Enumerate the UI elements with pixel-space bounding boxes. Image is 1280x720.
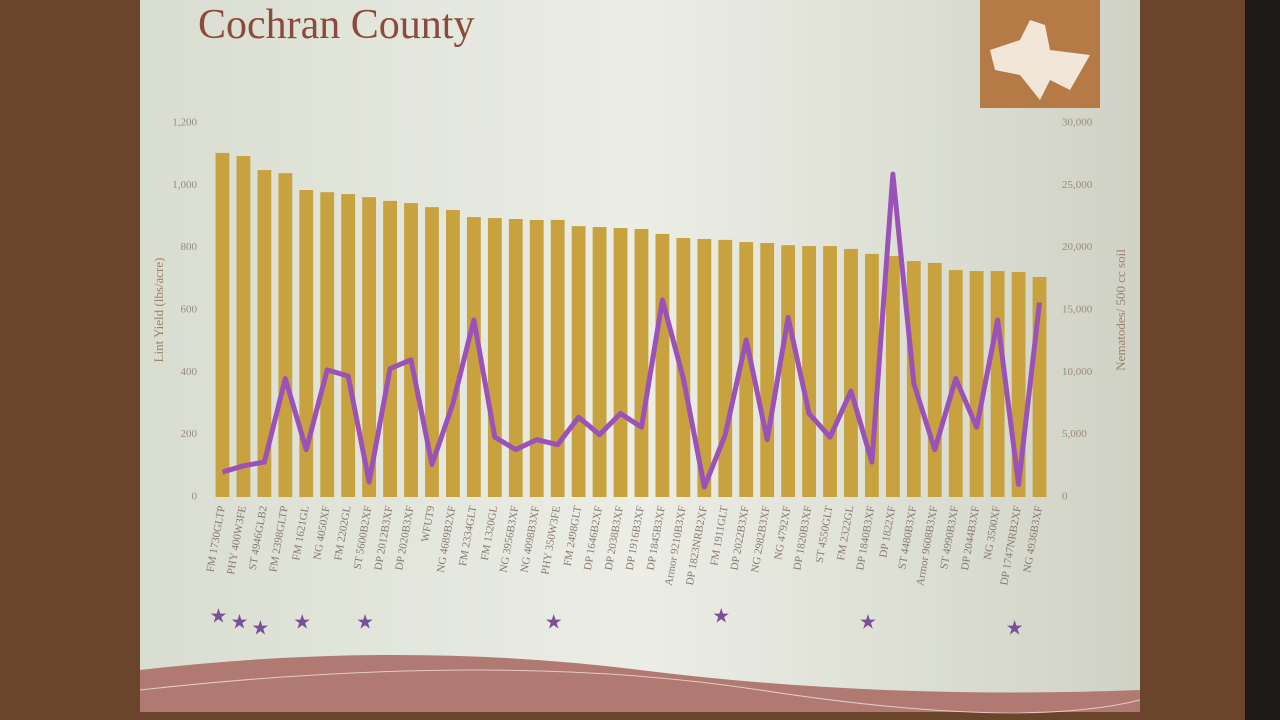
star-marker: ★: [293, 612, 311, 634]
star-marker: ★: [712, 606, 730, 628]
y2-tick-label: 5,000: [1062, 428, 1087, 440]
bar: [927, 262, 942, 497]
bar: [634, 228, 649, 497]
bar: [760, 242, 775, 497]
bar: [969, 271, 984, 497]
slide-wave: [140, 655, 1140, 712]
bar: [697, 238, 712, 497]
star-marker: ★: [230, 612, 248, 634]
star-marker: ★: [545, 612, 563, 634]
bar: [257, 170, 272, 498]
bar: [425, 207, 439, 497]
y-axis-title: Lint Yield (lbs/acre): [151, 258, 166, 363]
y2-axis-title: Nematodes/ 500 cc soil: [1113, 249, 1128, 371]
y2-tick-label: 0: [1062, 491, 1068, 503]
bar: [655, 233, 670, 497]
y2-tick-label: 25,000: [1062, 179, 1093, 191]
bar: [236, 156, 251, 497]
bar: [446, 209, 460, 497]
bar: [718, 239, 733, 497]
bar: [613, 228, 628, 497]
bar: [466, 217, 481, 497]
y-tick-label: 0: [192, 491, 198, 503]
line: [221, 171, 1043, 490]
bar: [823, 246, 837, 497]
y2-tick-label: 10,000: [1062, 366, 1093, 378]
bar: [508, 218, 523, 497]
wave-line: [139, 669, 1141, 714]
logo-texas: [990, 20, 1090, 100]
bar: [550, 219, 565, 497]
bar: [362, 197, 377, 497]
bar: [383, 200, 397, 497]
bar: [885, 256, 900, 497]
y-tick-label: 1,000: [172, 179, 197, 191]
star-marker: ★: [859, 612, 877, 634]
y-tick-label: 1,200: [172, 117, 197, 129]
bar: [487, 218, 502, 497]
bar: [529, 219, 544, 497]
y-tick-label: 600: [181, 304, 198, 316]
bar: [739, 242, 754, 497]
y2-tick-label: 30,000: [1062, 117, 1093, 129]
bar: [299, 190, 314, 497]
dark-edge: [1245, 0, 1280, 720]
bar: [278, 173, 293, 497]
bar: [341, 194, 356, 497]
y2-tick-label: 20,000: [1062, 241, 1093, 253]
bar: [676, 238, 691, 497]
bar: [592, 227, 607, 497]
bar: [990, 271, 1005, 497]
star-marker: ★: [356, 612, 374, 634]
y-tick-label: 200: [181, 428, 198, 440]
y2-tick-label: 15,000: [1062, 304, 1093, 316]
bar: [320, 192, 335, 497]
bar: [215, 152, 230, 498]
y-tick-label: 800: [181, 241, 198, 253]
y-tick-label: 400: [181, 366, 198, 378]
chart-title: Cochran County: [198, 2, 474, 48]
bar: [844, 248, 858, 497]
bar: [781, 245, 796, 497]
bar: [802, 246, 816, 497]
star-marker: ★: [210, 606, 228, 628]
star-marker: ★: [1006, 618, 1024, 640]
bar: [404, 203, 418, 497]
star-marker: ★: [251, 618, 269, 640]
bar: [571, 226, 586, 497]
